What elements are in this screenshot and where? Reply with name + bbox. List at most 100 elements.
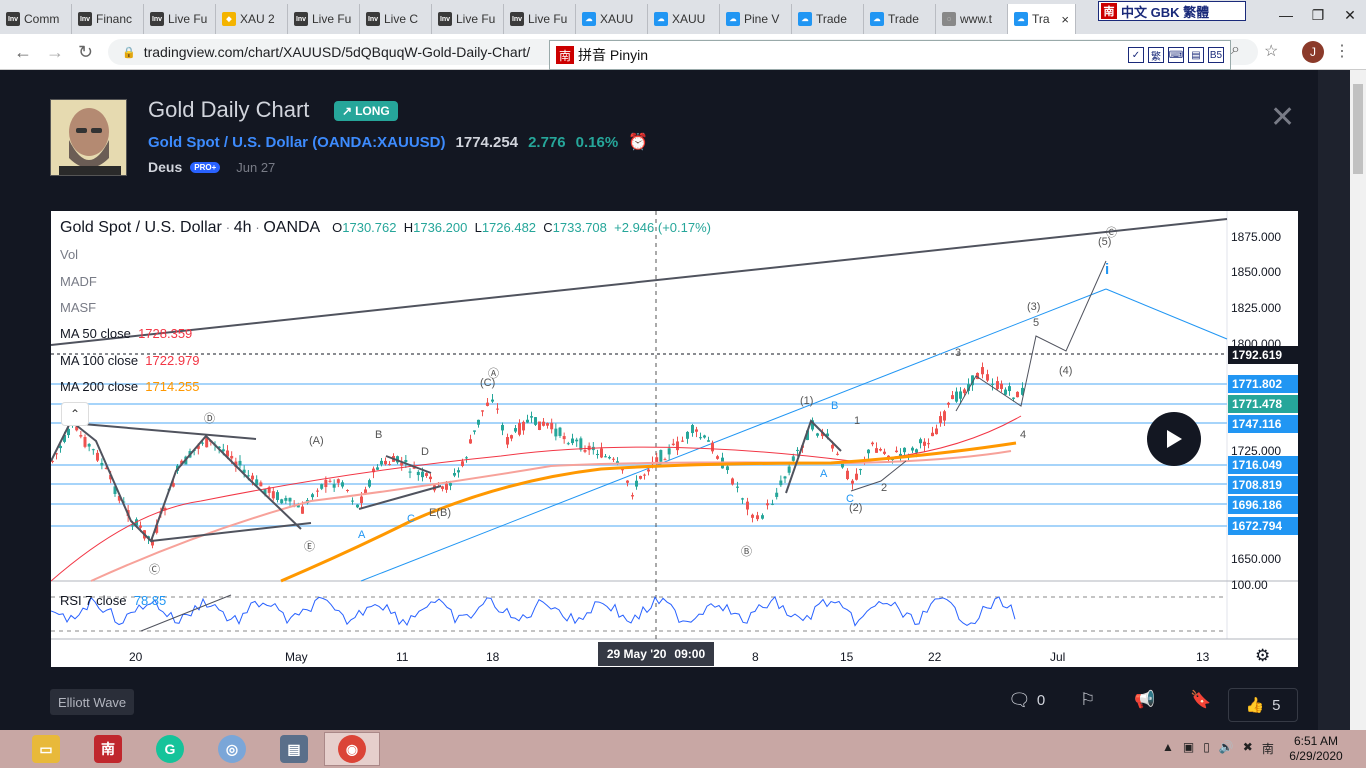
comments-button[interactable]: 🗨 0	[1008, 690, 1045, 711]
candle-body	[341, 482, 344, 487]
indicator-ma50[interactable]: MA 50 close 1728.359	[60, 326, 193, 341]
maximize-icon[interactable]: ❐	[1311, 6, 1325, 23]
browser-tab[interactable]: ◆ XAU 2	[216, 4, 288, 34]
browser-tab[interactable]: ☁ Pine V	[720, 4, 792, 34]
candle-body	[271, 491, 275, 499]
browser-tab[interactable]: ☁ XAUU	[648, 4, 720, 34]
wave-label: 2	[881, 482, 888, 494]
language-icon[interactable]: 南	[1261, 742, 1274, 756]
candle-body	[234, 461, 238, 467]
ime-status-toolbar[interactable]: 南 中文 GBK 繁體	[1098, 1, 1246, 21]
taskbar-clock[interactable]: 6:51 AM 6/29/2020	[1280, 734, 1352, 764]
forward-icon[interactable]: →	[46, 42, 64, 62]
scrollbar-thumb[interactable]	[1353, 84, 1363, 174]
tag-elliott-wave[interactable]: Elliott Wave	[50, 689, 135, 715]
flag-icon[interactable]: ⚐	[1080, 690, 1096, 709]
network-icon[interactable]: ✖	[1242, 740, 1253, 754]
symbol-name: Gold Spot / U.S. Dollar	[148, 133, 309, 151]
ime-composition-bar[interactable]: 南 拼音 Pinyin ✓ 繁 ⌨ ▤ B5	[549, 40, 1231, 70]
candle-body	[691, 425, 694, 434]
close-window-icon[interactable]: ✕	[1344, 6, 1356, 23]
like-button[interactable]: 👍 5	[1228, 688, 1298, 722]
share-megaphone-icon[interactable]: 📢	[1134, 690, 1156, 709]
candle-body	[276, 492, 279, 500]
tray-app-icon[interactable]: ▣	[1182, 740, 1195, 754]
candle-body	[899, 453, 902, 457]
candle-body	[481, 410, 484, 412]
candle-body	[221, 449, 225, 452]
candle-body	[87, 443, 91, 447]
taskbar-browser[interactable]: ◎	[204, 732, 260, 766]
wave-label: (5)	[1098, 236, 1112, 248]
bookmark-icon[interactable]: 🔖	[1190, 690, 1212, 709]
wave-label: Ⓐ	[488, 368, 499, 380]
close-icon[interactable]: ✕	[1270, 101, 1296, 134]
browser-tab[interactable]: Inv Live Fu	[288, 4, 360, 34]
browser-tab[interactable]: Inv Live Fu	[432, 4, 504, 34]
close-tab-icon[interactable]: ×	[1061, 11, 1069, 27]
ime-tool-button[interactable]: ⌨	[1168, 47, 1184, 63]
candle-body	[155, 524, 159, 533]
candle-body	[841, 461, 844, 468]
candle-body	[255, 479, 259, 486]
browser-tab[interactable]: Inv Live Fu	[504, 4, 576, 34]
candle-body	[296, 505, 300, 508]
indicator-vol[interactable]: Vol	[60, 247, 79, 262]
candle-body	[230, 455, 234, 459]
show-hidden-icons-icon[interactable]: ▲	[1162, 740, 1174, 754]
reload-icon[interactable]: ↻	[78, 42, 94, 62]
browser-tab[interactable]: ☁ Trade	[864, 4, 936, 34]
clock-date: 6/29/2020	[1289, 749, 1343, 763]
taskbar-documents[interactable]: ▤	[266, 732, 322, 766]
ime-tool-button[interactable]: ✓	[1128, 47, 1144, 63]
browser-tab[interactable]: ☁ XAUU	[576, 4, 648, 34]
price-tag-1771-478: 1771.478	[1228, 395, 1298, 413]
browser-tab[interactable]: ◌ www.t	[936, 4, 1008, 34]
indicator-masf[interactable]: MASF	[60, 300, 97, 315]
chart-area[interactable]: Gold Spot / U.S. Dollar · 4h · OANDA O17…	[51, 211, 1298, 667]
zoom-icon[interactable]: ⌕	[1231, 41, 1240, 58]
taskbar-ime[interactable]: 南	[80, 732, 136, 766]
back-icon[interactable]: ←	[14, 42, 32, 62]
symbol-change: 2.776	[528, 133, 566, 151]
candle-body	[346, 490, 349, 492]
symbol-line: Gold Spot / U.S. Dollar (OANDA:XAUUSD) 1…	[148, 132, 648, 152]
author-line: Deus PRO+ Jun 27	[148, 159, 275, 175]
long-badge-label: LONG	[355, 104, 390, 118]
minimize-icon[interactable]: —	[1279, 7, 1293, 23]
candle-body	[643, 474, 646, 476]
active-tab[interactable]: ☁ Tra ×	[1008, 4, 1076, 34]
inv-favicon-icon: Inv	[294, 12, 308, 26]
indicator-ma200[interactable]: MA 200 close 1714.255	[60, 379, 200, 394]
play-replay-button[interactable]	[1147, 412, 1201, 466]
volume-icon[interactable]: 🔊	[1218, 740, 1234, 754]
taskbar-chrome[interactable]: ◉	[324, 732, 380, 766]
profile-avatar[interactable]: J	[1302, 41, 1324, 63]
add-alert-icon[interactable]: ⏰	[628, 134, 649, 151]
battery-icon[interactable]: ▯	[1203, 740, 1210, 754]
author-name[interactable]: Deus	[148, 159, 183, 175]
low-value: 1726.482	[481, 220, 537, 235]
indicator-madf[interactable]: MADF	[60, 274, 97, 289]
browser-tab[interactable]: ☁ Trade	[792, 4, 864, 34]
taskbar-grammarly[interactable]: G	[142, 732, 198, 766]
collapse-legend-button[interactable]: ⌃	[61, 402, 89, 426]
taskbar-explorer[interactable]: ▭	[18, 732, 74, 766]
page-scrollbar[interactable]	[1350, 70, 1366, 730]
browser-tab[interactable]: Inv Comm	[0, 4, 72, 34]
author-avatar[interactable]	[50, 99, 127, 176]
menu-kebab-icon[interactable]: ⋮	[1334, 43, 1350, 60]
candle-body	[756, 515, 759, 520]
price-tag-1792: 1792.619	[1228, 346, 1298, 364]
browser-tab[interactable]: Inv Financ	[72, 4, 144, 34]
browser-tab[interactable]: Inv Live Fu	[144, 4, 216, 34]
ime-tool-button[interactable]: 繁	[1148, 47, 1164, 63]
candle-body	[301, 506, 304, 514]
chart-settings-gear-icon[interactable]: ⚙	[1255, 646, 1271, 665]
bookmark-star-icon[interactable]: ☆	[1264, 43, 1279, 60]
ime-tool-button[interactable]: B5	[1208, 47, 1224, 63]
browser-tab[interactable]: Inv Live C	[360, 4, 432, 34]
ime-tool-button[interactable]: ▤	[1188, 47, 1204, 63]
symbol-link[interactable]: Gold Spot / U.S. Dollar (OANDA:XAUUSD)	[148, 134, 446, 151]
indicator-ma100[interactable]: MA 100 close 1722.979	[60, 353, 200, 368]
